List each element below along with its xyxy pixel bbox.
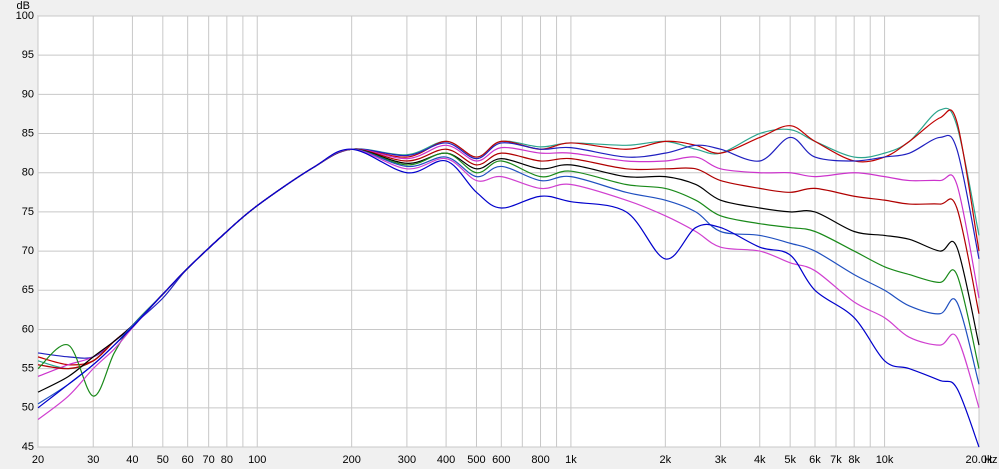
x-tick-label: 1k	[565, 454, 577, 466]
plot-area	[37, 15, 980, 448]
x-tick-label: 40	[126, 454, 138, 466]
x-tick-label: 800	[531, 454, 549, 466]
x-tick-label: 7k	[830, 454, 842, 466]
x-tick-label: 4k	[754, 454, 766, 466]
x-tick-label: 6k	[809, 454, 821, 466]
x-tick-label: 20	[32, 454, 44, 466]
x-tick-label: 70	[203, 454, 215, 466]
x-tick-label: 80	[221, 454, 233, 466]
y-tick-label: 65	[22, 284, 34, 296]
y-tick-label: 100	[16, 10, 34, 22]
x-tick-label: 10k	[876, 454, 894, 466]
x-axis-label: Hz	[984, 454, 997, 466]
x-tick-label: 3k	[715, 454, 727, 466]
y-tick-label: 50	[22, 402, 34, 414]
response-curve	[37, 148, 980, 448]
y-tick-label: 55	[22, 363, 34, 375]
x-tick-label: 5k	[784, 454, 796, 466]
x-tick-label: 8k	[848, 454, 860, 466]
x-tick-label: 500	[467, 454, 485, 466]
x-tick-label: 300	[398, 454, 416, 466]
x-tick-label: 200	[342, 454, 360, 466]
response-curve	[37, 134, 980, 359]
x-tick-label: 20.0k	[966, 454, 993, 466]
y-axis-label: dB	[17, 0, 30, 12]
y-tick-label: 70	[22, 245, 34, 257]
y-tick-label: 60	[22, 323, 34, 335]
x-tick-label: 2k	[660, 454, 672, 466]
y-tick-label: 80	[22, 167, 34, 179]
x-tick-label: 600	[492, 454, 510, 466]
x-tick-label: 30	[87, 454, 99, 466]
y-tick-label: 95	[22, 49, 34, 61]
y-tick-label: 90	[22, 88, 34, 100]
x-tick-label: 100	[248, 454, 266, 466]
y-tick-label: 75	[22, 206, 34, 218]
x-tick-label: 50	[157, 454, 169, 466]
x-tick-label: 400	[437, 454, 455, 466]
y-tick-label: 85	[22, 127, 34, 139]
x-tick-label: 60	[182, 454, 194, 466]
y-tick-label: 45	[22, 441, 34, 453]
